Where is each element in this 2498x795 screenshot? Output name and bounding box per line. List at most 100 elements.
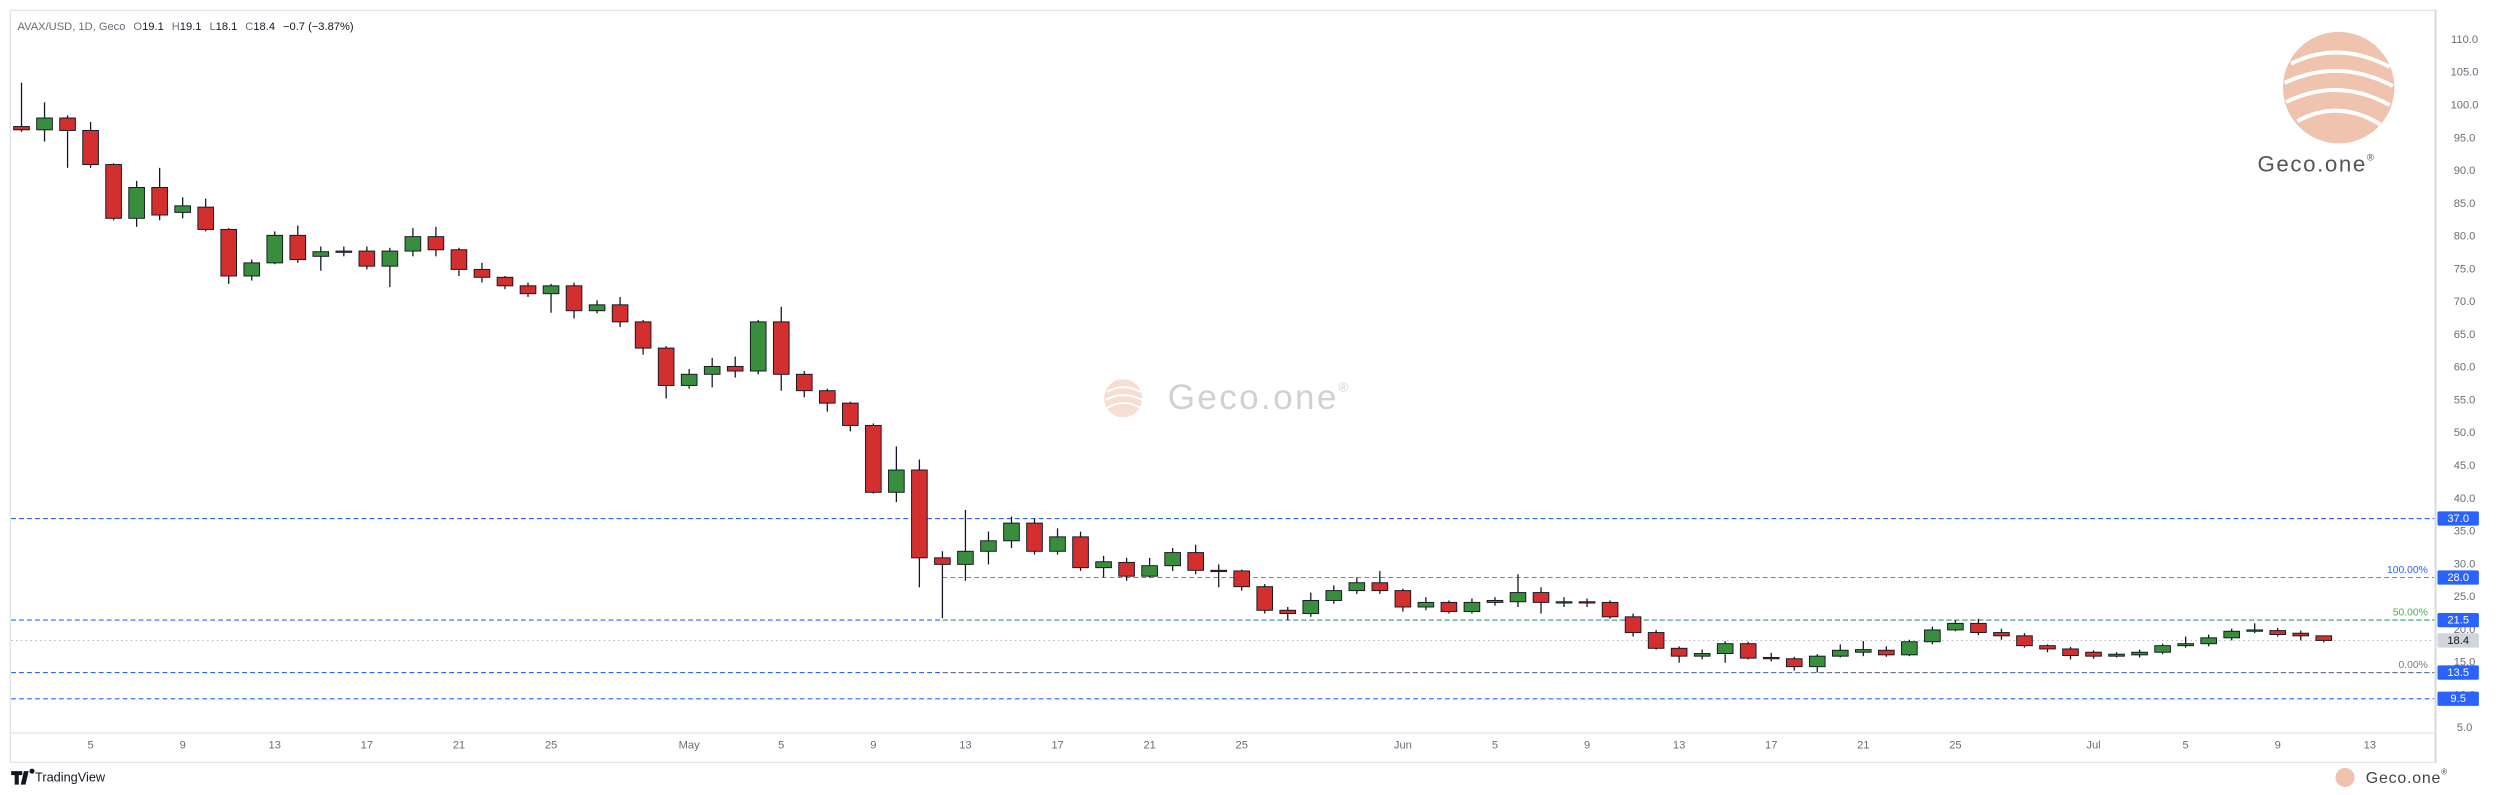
candle-body: [818, 390, 836, 404]
center-watermark: Geco.one®: [1104, 378, 1348, 418]
x-tick-label: 13: [1673, 740, 1685, 752]
candle-body: [957, 550, 974, 565]
candle-body: [82, 129, 99, 166]
y-tick-label: 95.0: [2454, 132, 2476, 144]
candle-body: [1463, 601, 1481, 613]
candle-body: [128, 187, 145, 219]
candle-body: [473, 268, 491, 278]
y-tick-label: 40.0: [2454, 493, 2476, 505]
candle-body: [726, 365, 744, 372]
candle-body: [842, 402, 859, 426]
candle-body: [795, 373, 813, 392]
corner-logo-name: Geco.one: [2257, 152, 2366, 177]
candle-body: [1624, 616, 1642, 634]
candle-body: [1878, 649, 1895, 656]
x-tick-label: 5: [778, 740, 784, 752]
x-tick-label: 9: [2275, 740, 2281, 752]
candle-body: [865, 424, 882, 493]
price-tag: [2437, 570, 2479, 585]
candle-body: [1325, 590, 1343, 601]
candle-body: [1924, 629, 1941, 643]
candle-body: [59, 117, 76, 131]
candle-body: [749, 321, 767, 372]
x-tick-label: 13: [959, 740, 971, 752]
candle-body: [1532, 592, 1550, 603]
candle-body: [1785, 658, 1803, 668]
candle-body: [496, 276, 514, 287]
candle-body: [404, 236, 422, 252]
footer: TradingView Geco.one®: [11, 768, 2448, 787]
candle-body: [657, 347, 675, 386]
price-tag-label: 13.5: [2447, 667, 2469, 679]
candle-body: [1831, 649, 1849, 657]
change-value: −0.7 (−3.87%): [283, 21, 354, 33]
candle-body: [1026, 522, 1043, 552]
candle-body: [266, 234, 284, 264]
candle-body: [1486, 599, 1504, 603]
x-tick-label: May: [679, 740, 700, 752]
footer-brand: TradingView: [35, 770, 106, 785]
x-tick-label: 5: [1492, 740, 1498, 752]
candle-body: [1279, 609, 1297, 615]
y-tick-label: 55.0: [2454, 394, 2476, 406]
price-tag-label: 37.0: [2447, 513, 2469, 525]
x-tick-label: 25: [1236, 740, 1248, 752]
footer-logo-name: Geco.one: [2366, 770, 2441, 787]
ohlc-value: 19.1: [180, 21, 202, 33]
x-tick-label: 9: [180, 740, 186, 752]
price-tag: [2437, 691, 2479, 706]
x-tick-label: 13: [2364, 740, 2376, 752]
y-tick-label: 85.0: [2454, 198, 2476, 210]
y-tick-label: 45.0: [2454, 460, 2476, 472]
tradingview-logo: [11, 768, 35, 785]
candle-body: [1739, 643, 1757, 659]
candle-body: [2292, 632, 2310, 637]
candle-body: [1394, 590, 1412, 608]
x-tick-label: 17: [361, 740, 373, 752]
candle-body: [151, 187, 168, 216]
candle-body: [1187, 552, 1204, 571]
footer-logo-text: Geco.one®: [2366, 768, 2448, 787]
candle-body: [220, 228, 238, 277]
fib-label: 100.00%: [2387, 565, 2428, 576]
candle-body: [2108, 653, 2125, 657]
candle-body: [703, 365, 721, 375]
y-tick-label: 25.0: [2454, 591, 2476, 603]
footer-logo-registered: ®: [2441, 768, 2448, 777]
candle-body: [1716, 643, 1734, 655]
price-tag-label: 18.4: [2447, 635, 2469, 647]
corner-logo-circle: [2282, 31, 2395, 144]
watermark-logo: [1104, 379, 1143, 418]
candle-body: [450, 249, 468, 270]
candle-body: [2246, 629, 2264, 632]
y-tick-label: 50.0: [2454, 427, 2476, 439]
fib-label: 50.00%: [2393, 608, 2428, 619]
watermark-logo-stripes: [1105, 386, 1143, 409]
x-tick-label: 5: [87, 740, 93, 752]
candle-body: [565, 285, 583, 312]
ohlc-value: 18.1: [216, 21, 238, 33]
candle-body: [1647, 632, 1665, 649]
x-tick-label: 25: [1949, 740, 1961, 752]
candle-body: [1233, 570, 1251, 588]
candle-body: [1417, 601, 1435, 608]
ohlc-value: 19.1: [142, 21, 164, 33]
y-tick-label: 30.0: [2454, 558, 2476, 570]
candle-body: [2062, 648, 2079, 656]
price-tag-label: 21.5: [2447, 615, 2469, 627]
y-tick-label: 35.0: [2454, 526, 2476, 538]
candle-body: [1164, 552, 1181, 567]
candle-body: [1578, 601, 1596, 604]
candle-body: [1440, 601, 1458, 613]
candle-body: [772, 321, 790, 375]
x-tick-label: 21: [453, 740, 465, 752]
candle-body: [934, 557, 951, 565]
candle-body: [1072, 536, 1089, 569]
candle-body: [680, 373, 698, 386]
x-tick-label: 21: [1143, 740, 1155, 752]
candle-body: [1302, 599, 1320, 615]
y-tick-label: 110.0: [2451, 34, 2478, 46]
